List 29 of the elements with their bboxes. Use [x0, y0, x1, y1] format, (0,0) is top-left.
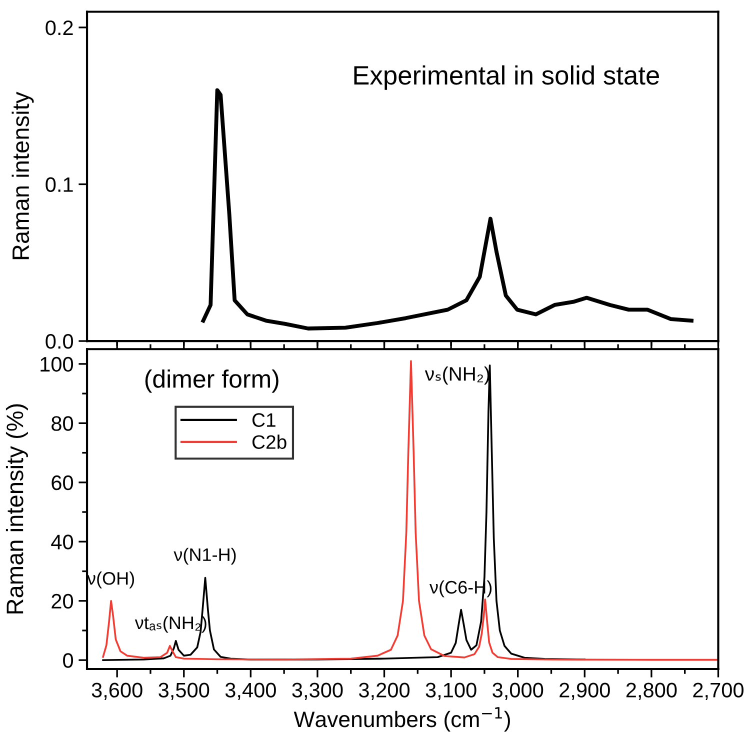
- y-tick-label: 0: [63, 653, 74, 668]
- annotation: (dimer form): [145, 369, 278, 393]
- x-tick-label: 2,700: [693, 682, 744, 700]
- x-tick-label: 3,000: [492, 682, 544, 700]
- x-tick-label: 2,900: [560, 682, 610, 700]
- annotation: Experimental in solid state: [354, 65, 659, 90]
- y-axis-title: Raman intensity: [12, 92, 34, 260]
- x-tick-label: 3,300: [292, 682, 343, 700]
- y-tick-label: 20: [52, 594, 74, 609]
- x-tick-label: 2,800: [626, 682, 677, 700]
- line-series: [201, 88, 694, 330]
- annotation: ν(OH): [87, 572, 134, 588]
- y-tick-label: 40: [51, 534, 74, 550]
- x-axis-title: Wavenumbers (cm$^{−1}$): [294, 707, 510, 732]
- x-tick-label: 3,200: [358, 682, 410, 700]
- y-tick-label: 0.1: [46, 177, 73, 192]
- legend-label: C1: [252, 413, 276, 427]
- y-tick-label: 0.0: [46, 334, 74, 349]
- legend-label: C2b: [252, 434, 286, 449]
- y-tick-label: 100: [40, 356, 74, 372]
- annotation: ν(N1-H): [174, 548, 236, 565]
- x-tick-label: 3,400: [225, 682, 276, 700]
- y-tick-label: 0.2: [46, 20, 73, 36]
- y-tick-label: 80: [52, 416, 74, 431]
- x-tick-label: 3,500: [158, 682, 210, 700]
- x-tick-label: 3,100: [426, 682, 476, 700]
- x-tick-label: 3,600: [92, 682, 142, 700]
- y-tick-label: 60: [52, 475, 74, 490]
- y-axis-title: Raman intensity (%): [6, 404, 28, 614]
